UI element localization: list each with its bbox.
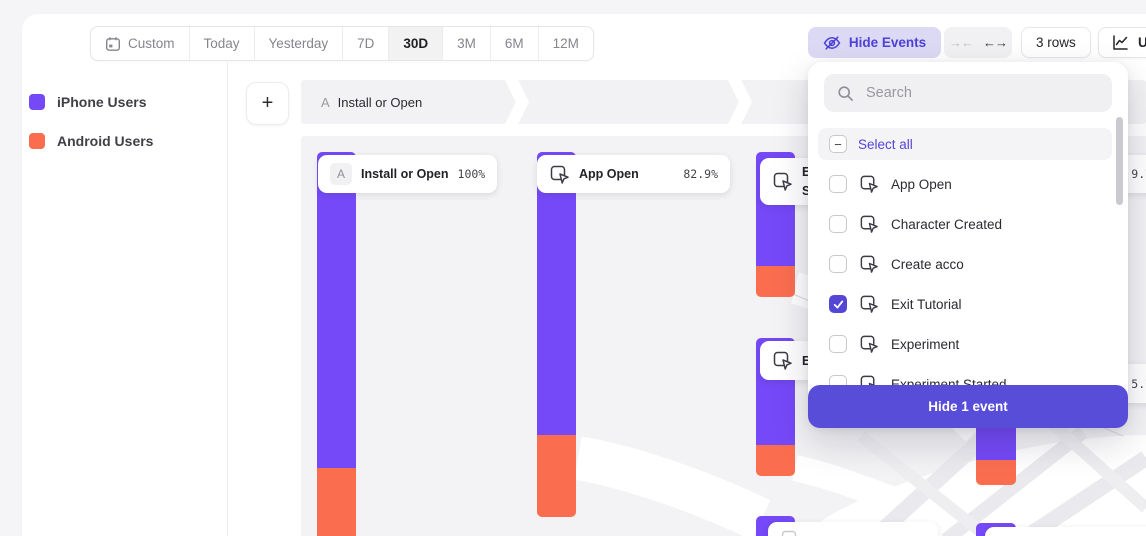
event-option-label: Character Created <box>891 216 1003 232</box>
custom-event-icon <box>780 529 801 536</box>
collapse-columns-button[interactable]: →← <box>949 35 974 50</box>
checkbox[interactable] <box>829 175 847 193</box>
custom-event-icon <box>859 334 879 354</box>
checkbox[interactable] <box>829 215 847 233</box>
checkbox[interactable] <box>829 335 847 353</box>
step-conversion-value: 5.7% <box>1131 376 1146 391</box>
legend-item-android: Android Users <box>29 133 153 149</box>
event-option-app-open[interactable]: App Open <box>808 164 1118 204</box>
rows-label: 3 rows <box>1036 35 1076 50</box>
line-chart-icon <box>1111 33 1130 52</box>
event-option-character-created[interactable]: Character Created <box>808 204 1118 244</box>
custom-event-icon <box>772 171 793 192</box>
bar-segment-android <box>317 468 356 536</box>
date-range-custom[interactable]: Custom <box>91 27 189 60</box>
users-button-label: U <box>1138 35 1146 50</box>
hide-selected-events-button[interactable]: Hide 1 event <box>808 385 1128 428</box>
chevron-separator-icon <box>505 80 529 124</box>
event-option-create-acco[interactable]: Create acco <box>808 244 1118 284</box>
select-all-checkbox[interactable]: − <box>829 135 847 153</box>
date-range-label: Custom <box>128 36 175 51</box>
custom-event-icon <box>859 294 879 314</box>
date-range-7d[interactable]: 7D <box>342 27 388 60</box>
expand-columns-button[interactable]: ←→ <box>983 35 1008 50</box>
add-step-button[interactable]: + <box>246 82 289 125</box>
funnel-card-step3-node3[interactable] <box>768 522 938 536</box>
bar-segment-iphone <box>976 424 1016 460</box>
event-option-label: Create acco <box>891 256 964 272</box>
step-conversion-value: 100% <box>457 167 486 181</box>
date-range-6m[interactable]: 6M <box>489 27 538 60</box>
event-option-label: Exit Tutorial <box>891 296 962 312</box>
eye-off-icon <box>823 34 841 52</box>
sidebar-divider <box>227 62 228 536</box>
step-title: App Open <box>579 167 639 181</box>
dropdown-scrollbar[interactable] <box>1116 117 1123 205</box>
date-range-today[interactable]: Today <box>188 27 254 60</box>
hide-events-label: Hide Events <box>848 35 927 50</box>
legend-item-iphone: iPhone Users <box>29 94 146 110</box>
column-width-control: →← ←→ <box>944 27 1012 58</box>
breadcrumb-step-1[interactable]: A Install or Open <box>321 80 422 124</box>
bar-segment-android <box>756 266 795 297</box>
legend-label: iPhone Users <box>57 94 147 110</box>
checkbox[interactable] <box>829 255 847 273</box>
search-icon <box>837 85 854 102</box>
custom-event-icon <box>859 174 879 194</box>
select-all-label: Select all <box>858 136 913 152</box>
rows-button[interactable]: 3 rows <box>1021 27 1091 58</box>
event-option-label: App Open <box>891 176 952 192</box>
bar-segment-iphone <box>317 152 356 468</box>
step-conversion-value: 9.7% <box>1131 167 1146 181</box>
date-range-3m[interactable]: 3M <box>442 27 490 60</box>
users-button[interactable]: U <box>1098 27 1146 58</box>
event-option-label: Experiment <box>891 336 960 352</box>
step-title: Install or Open <box>361 167 449 181</box>
custom-event-icon <box>859 214 879 234</box>
event-option-experiment[interactable]: Experiment <box>808 324 1118 364</box>
step-a-badge: A <box>330 163 352 185</box>
step-title: E S <box>802 165 811 198</box>
date-range-30d[interactable]: 30D <box>388 27 443 60</box>
custom-event-icon <box>859 254 879 274</box>
date-range-control: Custom Today Yesterday 7D 30D 3M 6M 12M <box>90 26 594 61</box>
step-conversion-value: 82.9% <box>683 167 718 181</box>
event-option-exit-tutorial[interactable]: Exit Tutorial <box>808 284 1118 324</box>
date-range-yesterday[interactable]: Yesterday <box>253 27 343 60</box>
legend-label: Android Users <box>57 133 154 149</box>
bar-segment-iphone <box>537 152 576 435</box>
hide-events-button[interactable]: Hide Events <box>808 27 941 58</box>
chevron-separator-icon <box>728 80 752 124</box>
step-title: E <box>802 353 811 368</box>
custom-event-icon <box>772 350 793 371</box>
funnel-card-step1[interactable]: A Install or Open 100% <box>318 155 497 193</box>
funnel-bar-step2[interactable] <box>537 152 576 517</box>
funnel-bar-step4-node2[interactable] <box>976 424 1016 485</box>
funnel-bar-step1[interactable] <box>317 152 356 536</box>
calendar-icon <box>105 36 121 52</box>
bar-segment-android <box>756 445 795 476</box>
bar-segment-android <box>976 460 1016 485</box>
step-label: Install or Open <box>337 94 423 110</box>
search-input[interactable] <box>864 84 1099 102</box>
legend-swatch-iphone <box>29 94 45 110</box>
bar-segment-android <box>537 435 576 517</box>
legend-swatch-android <box>29 133 45 149</box>
custom-event-icon <box>549 164 570 185</box>
event-search[interactable] <box>824 74 1112 112</box>
step-letter: A <box>321 94 330 110</box>
date-range-12m[interactable]: 12M <box>537 27 593 60</box>
checkbox[interactable] <box>829 295 847 313</box>
select-all-row[interactable]: − Select all <box>818 128 1112 160</box>
event-list: App Open Character Created Create acco E… <box>808 164 1118 404</box>
hide-events-dropdown: − Select all App Open Character Created … <box>808 62 1128 428</box>
funnel-card-step2[interactable]: App Open 82.9% <box>537 155 730 193</box>
funnel-card-step4-node3[interactable] <box>985 527 1146 536</box>
